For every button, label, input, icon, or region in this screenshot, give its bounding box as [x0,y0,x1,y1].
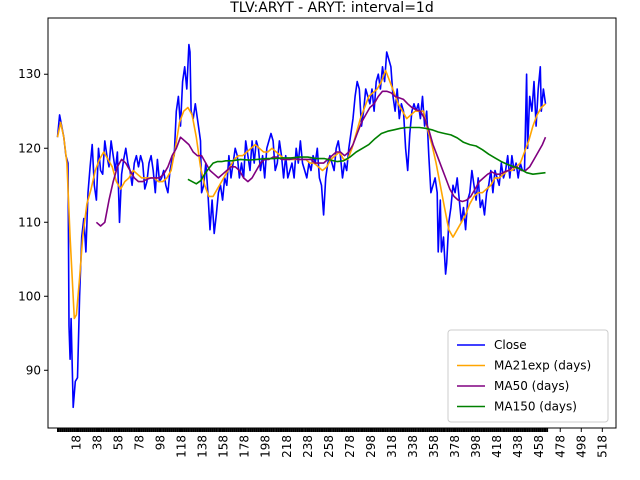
x-tick-label-8: 178 [238,435,252,458]
x-axis: 18 38 58 78 98 118 138 158 178 198 218 238 258 278 298… [57,428,609,458]
x-tick-label-22: 458 [532,435,546,458]
x-tick-label-7: 158 [217,435,231,458]
x-tick-label-5: 118 [175,435,189,458]
series-layer [56,43,547,409]
x-tick-label-25: 518 [595,435,609,458]
legend: Close MA21exp (days) MA50 (days) MA150 (day… [447,329,609,423]
y-tick-label-1: 100 [18,289,41,303]
x-tick-label-12: 258 [322,435,336,458]
x-tick-label-14: 298 [364,435,378,458]
y-tick-label-2: 110 [18,215,41,229]
y-tick-label-4: 130 [18,67,41,81]
legend-box [447,329,609,423]
x-tick-label-3: 78 [133,435,147,450]
legend-label-1: MA21exp (days) [494,359,591,373]
x-tick-label-17: 358 [427,435,441,458]
x-tick-label-10: 218 [280,435,294,458]
x-tick-label-15: 318 [385,435,399,458]
series-line-0 [56,43,547,409]
legend-label-0: Close [494,338,527,352]
x-tick-label-24: 498 [574,435,588,458]
x-tick-label-6: 138 [196,435,210,458]
x-tick-label-13: 278 [343,435,357,458]
x-tick-label-0: 18 [69,435,83,450]
x-tick-label-11: 238 [301,435,315,458]
y-tick-label-0: 90 [26,363,41,377]
legend-label-3: MA150 (days) [494,400,577,414]
plot-area [47,17,617,429]
x-tick-label-4: 98 [154,435,168,450]
x-tick-label-2: 58 [112,435,126,450]
series-line-3 [187,126,546,185]
x-tick-label-19: 398 [469,435,483,458]
x-minor-ticks [57,428,549,432]
y-axis: 90 100 110 120 130 [18,67,48,377]
series-line-2 [95,90,547,227]
y-tick-label-3: 120 [18,141,41,155]
x-tick-label-1: 38 [90,435,104,450]
x-tick-label-9: 198 [259,435,273,458]
x-tick-label-23: 478 [553,435,567,458]
x-tick-label-21: 438 [511,435,525,458]
x-tick-label-18: 378 [448,435,462,458]
legend-label-2: MA50 (days) [494,379,569,393]
chart-title: TLV:ARYT - ARYT: interval=1d [229,0,433,16]
x-tick-label-20: 418 [490,435,504,458]
x-tick-label-16: 338 [406,435,420,458]
